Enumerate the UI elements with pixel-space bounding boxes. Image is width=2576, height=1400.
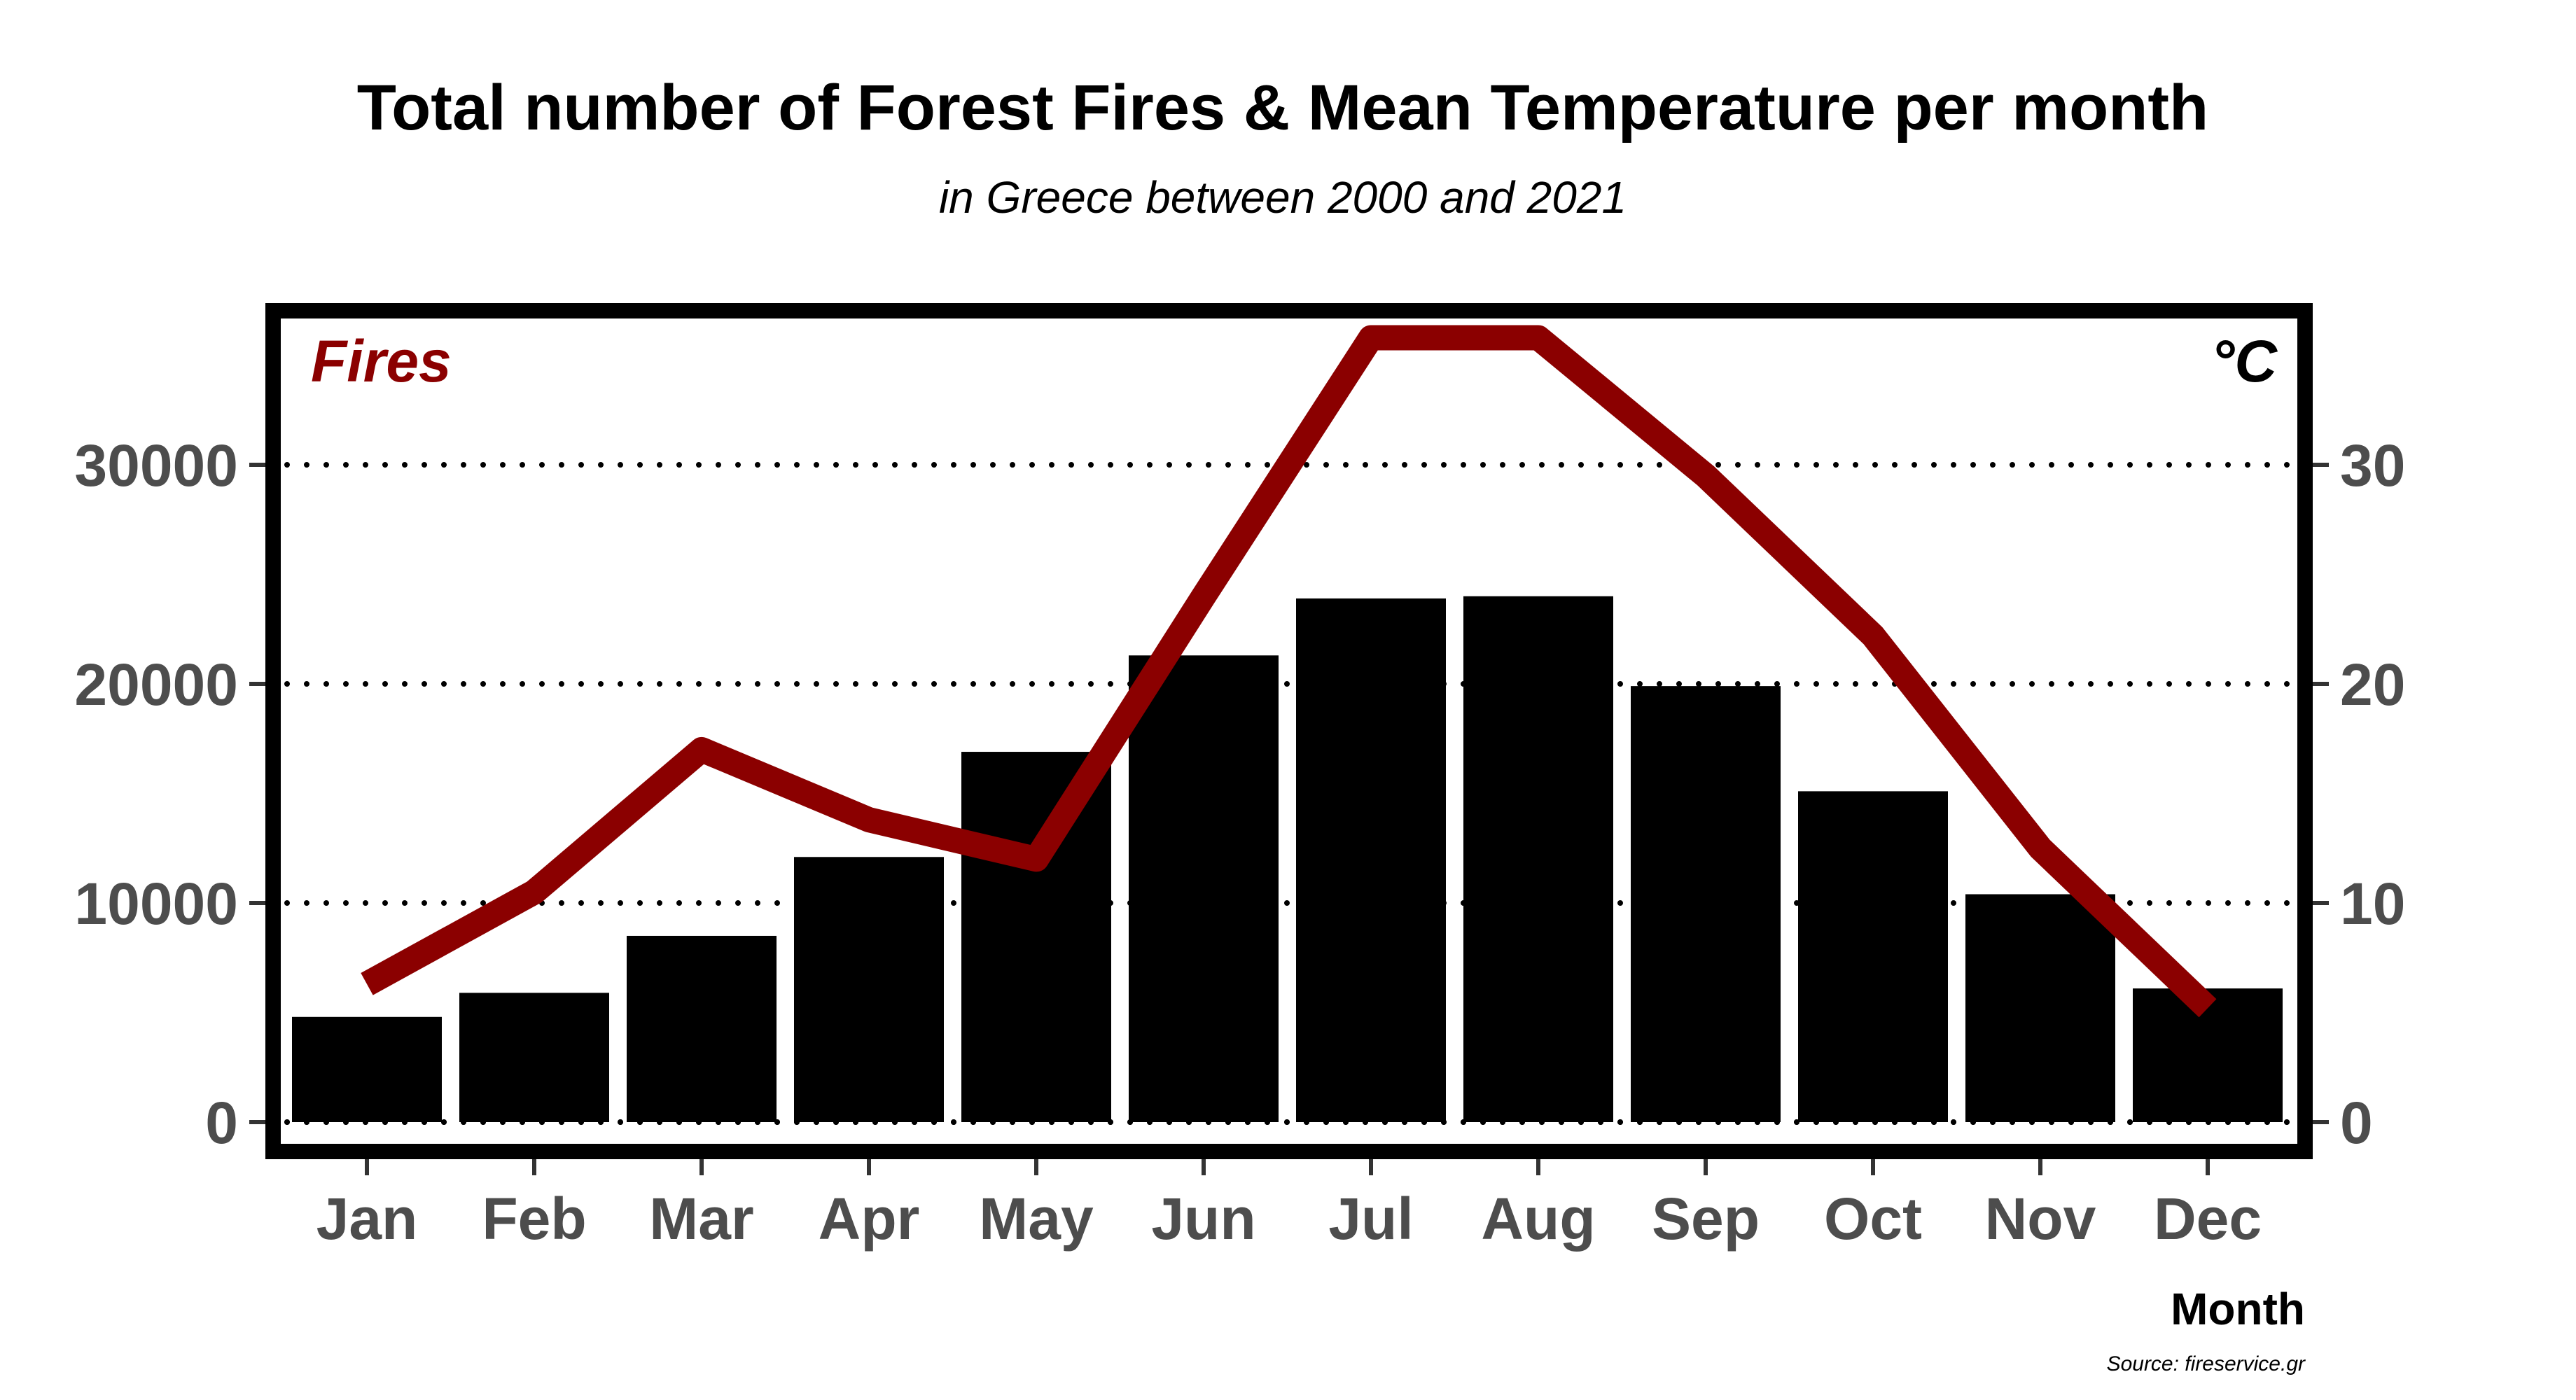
left-tick-label: 10000 — [74, 871, 238, 937]
bar-dec — [2133, 988, 2283, 1122]
bar-apr — [794, 857, 944, 1122]
bar-nov — [1965, 894, 2115, 1122]
x-tick-label-jan: Jan — [316, 1186, 418, 1252]
bar-feb — [459, 993, 609, 1122]
bar-may — [961, 752, 1111, 1122]
left-tick-label: 20000 — [74, 652, 238, 718]
x-tick-label-nov: Nov — [1985, 1186, 2096, 1252]
source-caption: Source: fireservice.gr — [2107, 1352, 2306, 1376]
x-axis-ticks: Jan Feb Mar Apr May Jun Jul Aug Sep Oct Nov Dec — [316, 1159, 2262, 1252]
chart-title: Total number of Forest Fires & Mean Temp… — [357, 72, 2209, 144]
left-axis-ticks: 0 10000 20000 30000 — [74, 433, 265, 1156]
left-axis-label: Fires — [311, 328, 452, 394]
right-axis-label: °C — [2211, 328, 2278, 394]
line-series — [361, 325, 2217, 1018]
right-axis-ticks: 0 10 20 30 — [2313, 433, 2405, 1156]
x-tick-label-apr: Apr — [819, 1186, 920, 1252]
temperature-line — [361, 325, 2217, 1018]
x-axis-label: Month — [2171, 1284, 2305, 1334]
x-tick-label-jun: Jun — [1151, 1186, 1255, 1252]
bar-aug — [1463, 596, 1613, 1122]
x-tick-label-oct: Oct — [1824, 1186, 1922, 1252]
right-tick-label: 0 — [2340, 1090, 2373, 1156]
left-tick-label: 30000 — [74, 433, 238, 498]
plot-panel-border — [265, 303, 2313, 1159]
x-tick-label-feb: Feb — [482, 1186, 586, 1252]
bar-jan — [292, 1016, 442, 1122]
right-tick-label: 30 — [2340, 433, 2405, 498]
x-tick-label-dec: Dec — [2154, 1186, 2262, 1252]
bar-jul — [1296, 598, 1446, 1122]
right-tick-label: 10 — [2340, 871, 2405, 937]
bar-mar — [627, 935, 777, 1122]
x-tick-label-may: May — [979, 1186, 1094, 1252]
bar-series — [284, 596, 2294, 1125]
bar-jun — [1129, 655, 1279, 1122]
x-tick-label-jul: Jul — [1328, 1186, 1413, 1252]
x-tick-label-mar: Mar — [649, 1186, 753, 1252]
chart-subtitle: in Greece between 2000 and 2021 — [939, 172, 1627, 223]
left-tick-label: 0 — [205, 1090, 238, 1156]
right-tick-label: 20 — [2340, 652, 2405, 718]
bar-sep — [1631, 686, 1781, 1122]
bar-oct — [1798, 791, 1948, 1122]
x-tick-label-aug: Aug — [1481, 1186, 1595, 1252]
x-tick-label-sep: Sep — [1652, 1186, 1760, 1252]
